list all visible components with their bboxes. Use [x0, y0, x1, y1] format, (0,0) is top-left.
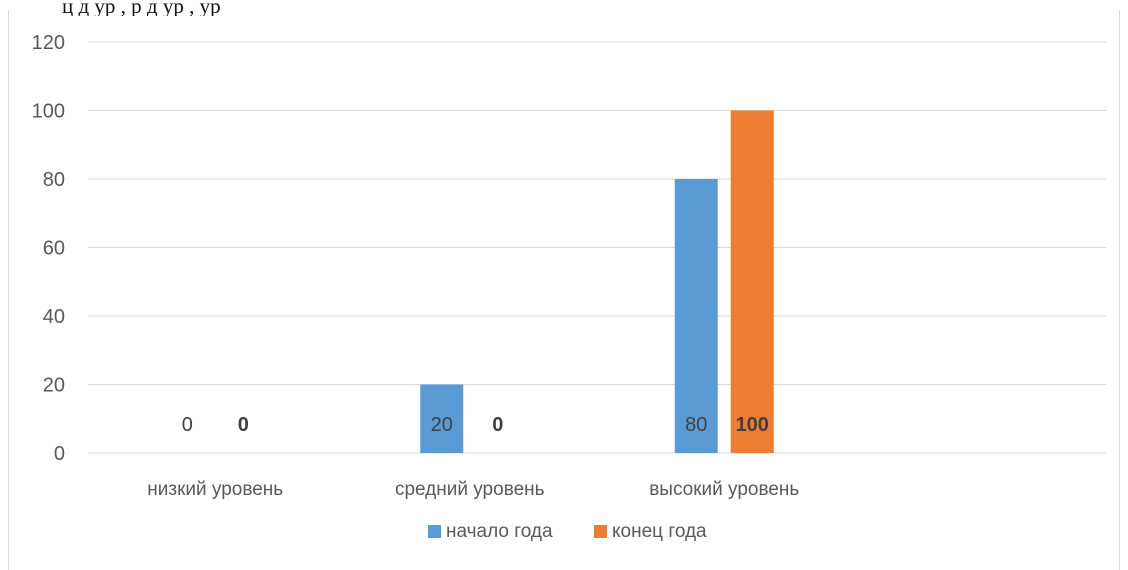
y-tick-label: 40	[43, 306, 65, 328]
x-axis-categories: низкий уровень средний уровень высокий уро…	[147, 479, 799, 500]
legend-label: конец года	[612, 521, 707, 542]
data-label: 0	[182, 414, 193, 436]
category-label: высокий уровень	[649, 479, 799, 500]
legend-label: начало года	[446, 521, 553, 542]
data-labels: 0 0 20 0 80 100	[182, 414, 769, 436]
legend-swatch	[428, 525, 441, 538]
data-label: 80	[685, 414, 707, 436]
bars	[420, 110, 774, 453]
bar	[674, 179, 718, 453]
chart-frame	[8, 10, 1120, 570]
y-tick-label: 100	[32, 101, 65, 123]
y-axis-ticks: 0 20 40 60 80 100 120	[32, 32, 65, 465]
data-label: 20	[431, 414, 453, 436]
cropped-header-text: ц д ур , р д ур , ур	[62, 0, 221, 16]
legend: начало года конец года	[428, 521, 707, 542]
y-tick-label: 80	[43, 169, 65, 191]
y-tick-label: 60	[43, 238, 65, 260]
bar	[730, 110, 774, 453]
legend-swatch	[594, 525, 607, 538]
data-label: 0	[238, 414, 249, 436]
y-tick-label: 120	[32, 32, 65, 54]
data-label: 0	[492, 414, 503, 436]
bar	[420, 384, 464, 453]
y-tick-label: 20	[43, 375, 65, 397]
category-label: низкий уровень	[147, 479, 283, 500]
category-label: средний уровень	[395, 479, 545, 500]
gridlines	[88, 41, 1106, 454]
data-label: 100	[736, 414, 769, 436]
y-tick-label: 0	[54, 443, 65, 465]
